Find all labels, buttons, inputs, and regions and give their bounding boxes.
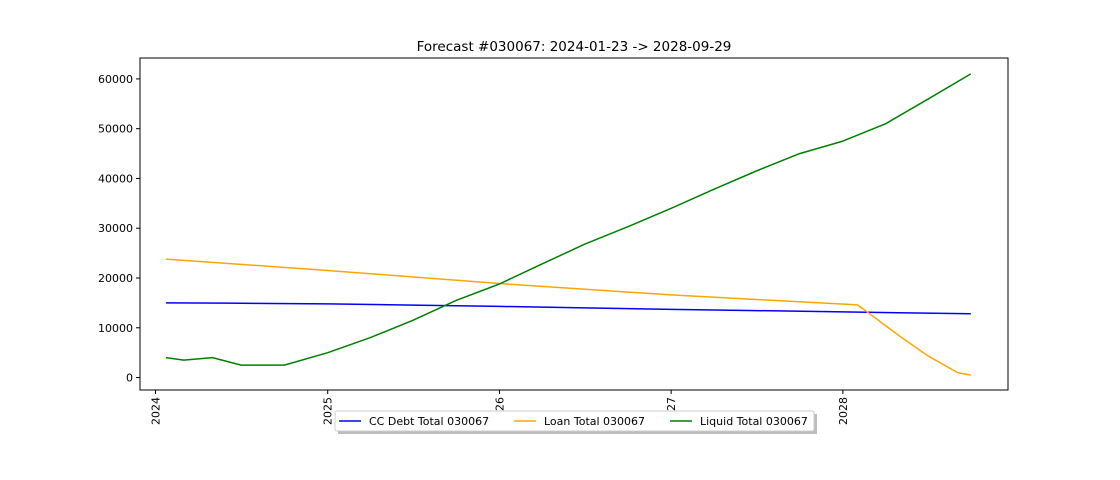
y-tick-label: 0 bbox=[126, 372, 133, 385]
y-tick-label: 20000 bbox=[98, 272, 133, 285]
legend-label-1: CC Debt Total 030067 bbox=[369, 415, 489, 428]
y-tick-label: 50000 bbox=[98, 123, 133, 136]
legend-box bbox=[334, 410, 815, 432]
y-tick-label: 60000 bbox=[98, 73, 133, 86]
x-tick-label: 2028 bbox=[837, 397, 850, 425]
x-tick-label: 2025 bbox=[322, 397, 335, 425]
y-tick-label: 30000 bbox=[98, 222, 133, 235]
chart-title: Forecast #030067: 2024-01-23 -> 2028-09-… bbox=[417, 39, 732, 55]
legend-entries: CC Debt Total 030067 Loan Total 030067 Liq… bbox=[339, 415, 808, 428]
plot-area-frame bbox=[139, 57, 1009, 391]
series-line-1 bbox=[165, 302, 971, 315]
series-line-3 bbox=[165, 73, 972, 366]
series-line-2 bbox=[165, 258, 971, 376]
legend: CC Debt Total 030067 Loan Total 030067 Liq… bbox=[334, 410, 817, 434]
y-tick-label: 40000 bbox=[98, 172, 133, 185]
legend-label-2: Loan Total 030067 bbox=[544, 415, 645, 428]
legend-label-3: Liquid Total 030067 bbox=[700, 415, 808, 428]
y-tick-label: 10000 bbox=[98, 322, 133, 335]
series-layer bbox=[165, 73, 972, 376]
x-tick-label: 2024 bbox=[150, 397, 163, 425]
y-axis: 0 10000 20000 30000 40000 50000 60000 bbox=[98, 73, 140, 385]
